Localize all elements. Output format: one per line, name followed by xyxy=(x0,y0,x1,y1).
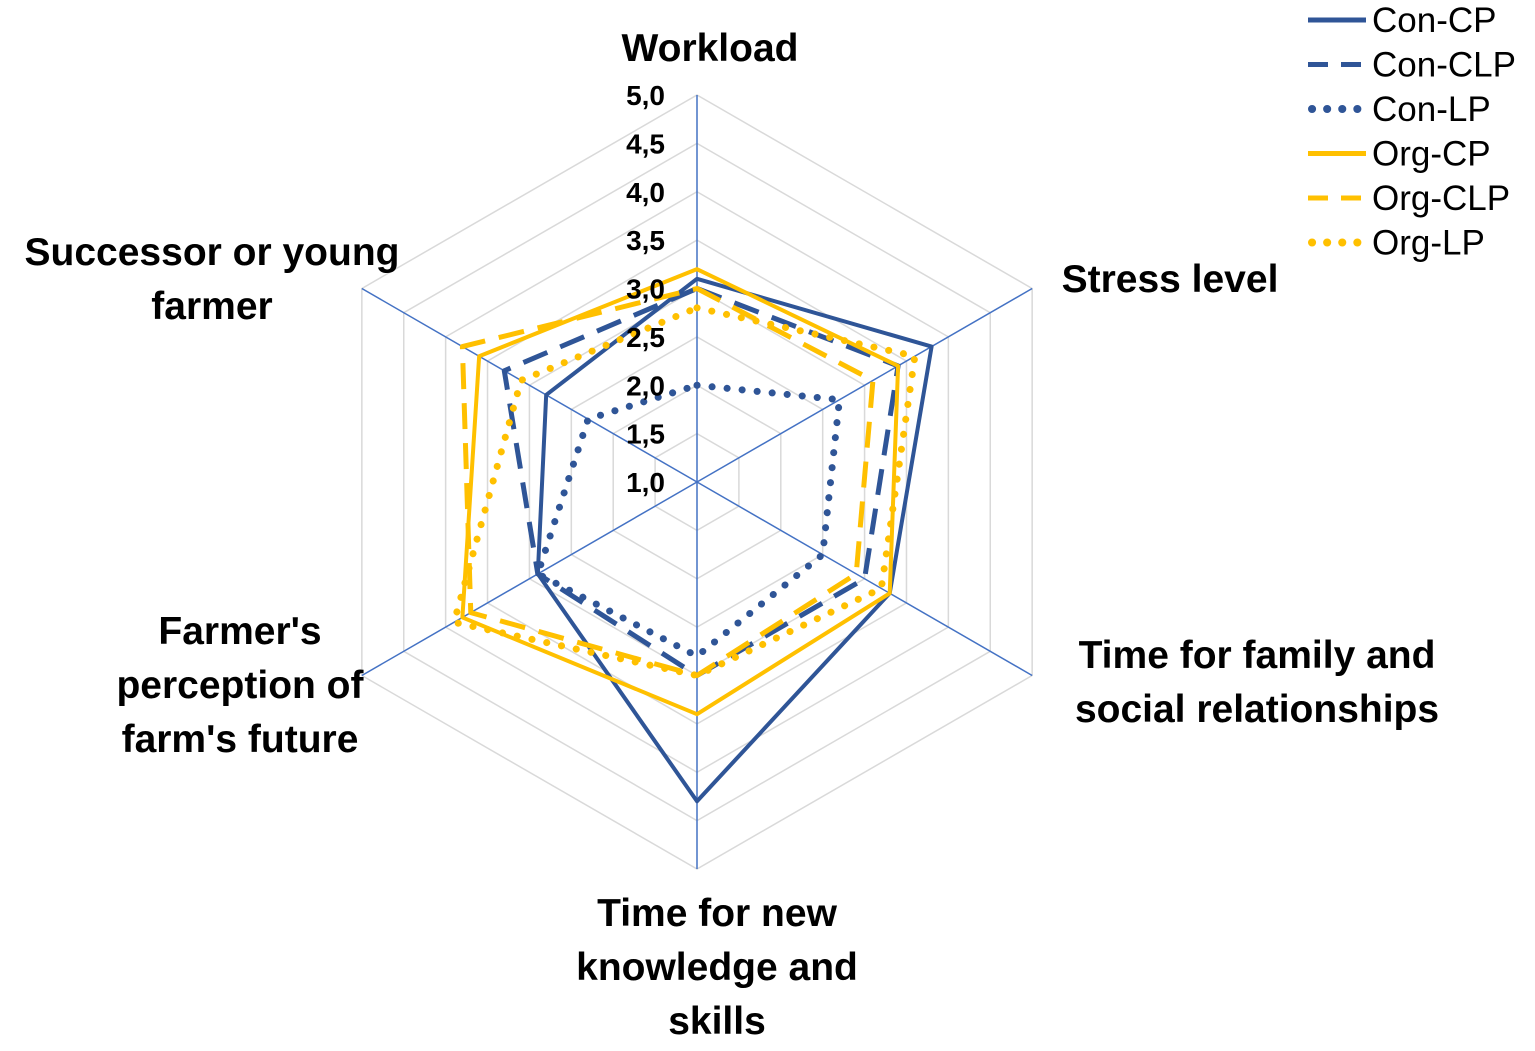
legend-item: Org-LP xyxy=(1308,224,1485,263)
tick-label: 3,5 xyxy=(626,225,665,256)
axis-spoke xyxy=(696,287,1033,483)
series-org-cp-line xyxy=(460,267,901,717)
legend-label: Org-LP xyxy=(1372,224,1485,263)
axis-label: Time for new xyxy=(597,892,837,935)
axis-label: Stress level xyxy=(1062,258,1279,301)
tick-label: 1,5 xyxy=(626,419,665,450)
axis-label: Time for family and xyxy=(1079,634,1436,677)
radar-axes xyxy=(361,95,1033,869)
tick-label: 1,0 xyxy=(626,467,665,498)
axis-label: Successor or young xyxy=(25,231,400,274)
axis-spoke xyxy=(361,481,698,677)
series-con-clp-line xyxy=(501,286,901,678)
legend-item: Con-CLP xyxy=(1308,46,1516,85)
axis-label: knowledge and xyxy=(576,946,858,989)
series-con-cp-line xyxy=(535,276,934,804)
axis-label: skills xyxy=(668,1000,766,1043)
series-con-lp-line xyxy=(534,381,843,660)
legend-label: Con-LP xyxy=(1372,90,1491,129)
tick-label: 2,5 xyxy=(626,322,665,353)
axis-label-group: Farmer's perception of farm's future xyxy=(116,610,364,761)
axis-label-group: Time for family and social relationships xyxy=(1075,634,1439,731)
axis-category-labels: Workload Stress level Time for family and s… xyxy=(25,27,1440,1043)
series-org-lp-line xyxy=(450,304,919,679)
legend-item: Con-CP xyxy=(1308,1,1496,40)
tick-label: 2,0 xyxy=(626,370,665,401)
legend-item: Org-CLP xyxy=(1308,179,1510,218)
legend-item: Org-CP xyxy=(1308,135,1491,174)
radial-tick-labels: 1,0 1,5 2,0 2,5 3,0 3,5 4,0 4,5 5,0 xyxy=(626,80,665,498)
axis-label: farm's future xyxy=(122,718,359,761)
legend-label: Con-CP xyxy=(1372,1,1496,40)
tick-label: 3,0 xyxy=(626,274,665,305)
axis-label: social relationships xyxy=(1075,688,1439,731)
axis-label-group: Successor or young farmer xyxy=(25,231,400,328)
legend-label: Org-CP xyxy=(1372,135,1491,174)
axis-spoke xyxy=(696,481,1033,677)
series-org-clp-line xyxy=(459,286,876,678)
axis-label-group: Stress level xyxy=(1062,258,1279,301)
legend-label: Org-CLP xyxy=(1372,179,1510,218)
axis-label-group: Time for new knowledge and skills xyxy=(576,892,858,1043)
legend-label: Con-CLP xyxy=(1372,46,1516,85)
tick-label: 4,0 xyxy=(626,177,665,208)
legend-item: Con-LP xyxy=(1308,90,1491,129)
tick-label: 5,0 xyxy=(626,80,665,111)
chart-legend: Con-CP Con-CLP Con-LP Org-CP Org-CLP Org-LP xyxy=(1308,1,1516,263)
axis-label: Farmer's xyxy=(158,610,321,653)
axis-spoke xyxy=(361,287,698,483)
axis-label: Workload xyxy=(622,27,799,70)
axis-label: farmer xyxy=(151,285,272,328)
axis-label: perception of xyxy=(116,664,364,707)
tick-label: 4,5 xyxy=(626,128,665,159)
axis-label-group: Workload xyxy=(622,27,799,70)
radar-series xyxy=(450,267,934,804)
